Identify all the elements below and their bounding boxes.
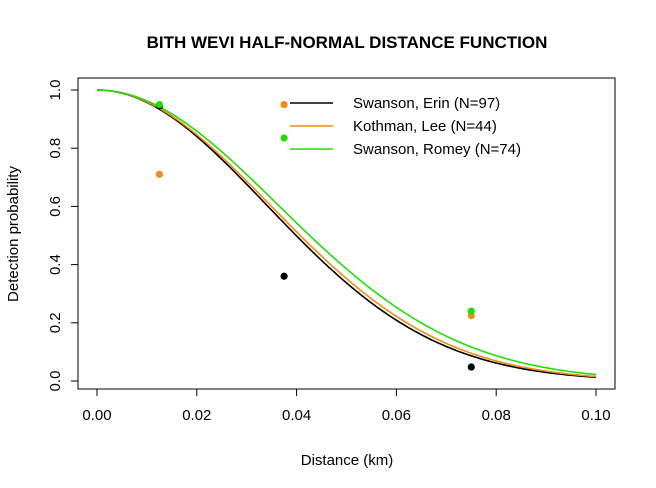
series-line <box>96 89 597 376</box>
plot-frame <box>77 77 616 390</box>
y-tick-label: 0.0 <box>47 371 64 392</box>
legend: Swanson, Erin (N=97) Kothman, Lee (N=44) S… <box>290 95 521 158</box>
series-line <box>96 89 597 378</box>
x-tick-label: 0.08 <box>482 407 511 424</box>
data-point <box>280 100 288 109</box>
y-axis-label: Detection probability <box>5 166 22 302</box>
legend-label: Swanson, Romey (N=74) <box>353 141 521 158</box>
y-tick-label: 1.0 <box>47 80 64 101</box>
y-tick-label: 0.4 <box>47 254 64 275</box>
data-point <box>155 170 163 178</box>
x-tick-label: 0.02 <box>182 407 211 424</box>
x-tick-label: 0.10 <box>581 407 610 424</box>
chart-title: BITH WEVI HALF-NORMAL DISTANCE FUNCTION <box>147 33 548 52</box>
y-tick-label: 0.2 <box>47 312 64 333</box>
x-tick-label: 0.06 <box>382 407 411 424</box>
data-point <box>467 307 475 315</box>
series-line <box>96 89 597 379</box>
x-axis-label: Distance (km) <box>301 452 394 469</box>
data-point <box>155 100 163 109</box>
legend-label: Kothman, Lee (N=44) <box>353 118 497 135</box>
data-point <box>280 272 288 280</box>
y-axis: 0.0 0.2 0.4 0.6 0.8 1.0 <box>47 80 79 392</box>
curves <box>96 89 597 379</box>
y-tick-label: 0.8 <box>47 138 64 159</box>
observed-points <box>155 100 475 371</box>
legend-label: Swanson, Erin (N=97) <box>353 95 500 112</box>
x-tick-label: 0.00 <box>82 407 111 424</box>
x-tick-label: 0.04 <box>282 407 311 424</box>
data-point <box>280 134 288 142</box>
y-tick-label: 0.6 <box>47 196 64 217</box>
x-axis: 0.00 0.02 0.04 0.06 0.08 0.10 <box>82 388 611 424</box>
data-point <box>467 363 475 371</box>
